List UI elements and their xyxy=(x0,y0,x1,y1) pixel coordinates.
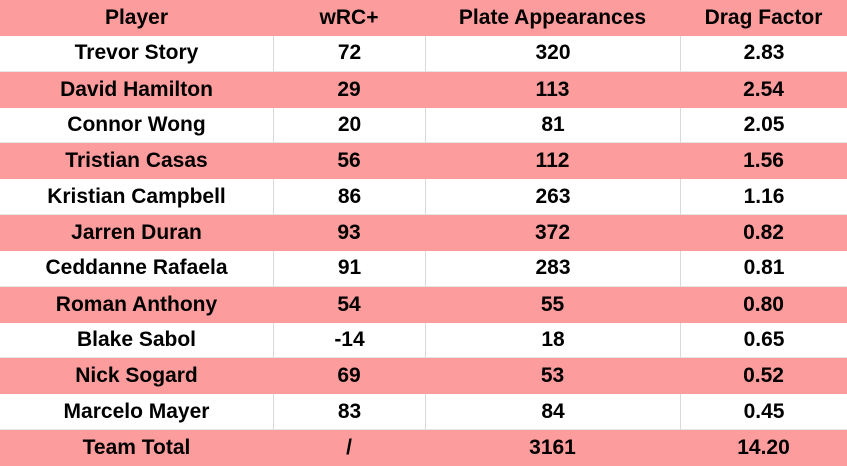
table-cell: 93 xyxy=(273,215,425,251)
table-cell: 320 xyxy=(425,35,680,72)
table-cell: 0.82 xyxy=(680,215,847,251)
header-cell: wRC+ xyxy=(273,0,425,36)
table-cell: Blake Sabol xyxy=(0,322,273,359)
table-cell: 0.80 xyxy=(680,286,847,323)
table-cell: 86 xyxy=(273,179,425,216)
table-cell: 0.65 xyxy=(680,322,847,359)
table-cell: 113 xyxy=(425,71,680,108)
table-cell: 1.56 xyxy=(680,143,847,180)
table-cell: 263 xyxy=(425,179,680,216)
header-cell: Plate Appearances xyxy=(425,0,680,36)
table-cell: Connor Wong xyxy=(0,107,273,144)
table-cell: 20 xyxy=(273,107,425,144)
table-cell: 14.20 xyxy=(680,430,847,466)
table-cell: 84 xyxy=(425,394,680,431)
table-cell: 1.16 xyxy=(680,179,847,216)
table-cell: 3161 xyxy=(425,430,680,466)
table-cell: 29 xyxy=(273,71,425,108)
table-cell: 69 xyxy=(273,358,425,395)
header-cell: Player xyxy=(0,0,273,36)
table-cell: 56 xyxy=(273,143,425,180)
table-cell: -14 xyxy=(273,322,425,359)
table-cell: 2.54 xyxy=(680,71,847,108)
table-cell: 2.05 xyxy=(680,107,847,144)
table-cell: David Hamilton xyxy=(0,71,273,108)
table-cell: Jarren Duran xyxy=(0,215,273,251)
table-cell: Ceddanne Rafaela xyxy=(0,250,273,287)
table-cell: 372 xyxy=(425,215,680,251)
table-cell: 112 xyxy=(425,143,680,180)
table-cell: 2.83 xyxy=(680,35,847,72)
table-cell: / xyxy=(273,430,425,466)
table-cell: Tristian Casas xyxy=(0,143,273,180)
table-cell: Team Total xyxy=(0,430,273,466)
table-cell: Nick Sogard xyxy=(0,358,273,395)
table-cell: 91 xyxy=(273,250,425,287)
table-cell: 18 xyxy=(425,322,680,359)
table-cell: 81 xyxy=(425,107,680,144)
table-cell: 0.45 xyxy=(680,394,847,431)
table-cell: 0.81 xyxy=(680,250,847,287)
table-cell: 72 xyxy=(273,35,425,72)
table-cell: Kristian Campbell xyxy=(0,179,273,216)
table-cell: 53 xyxy=(425,358,680,395)
header-cell: Drag Factor xyxy=(680,0,847,36)
table-cell: 55 xyxy=(425,286,680,323)
table-cell: Trevor Story xyxy=(0,35,273,72)
table-cell: Marcelo Mayer xyxy=(0,394,273,431)
table-cell: 83 xyxy=(273,394,425,431)
table-cell: 0.52 xyxy=(680,358,847,395)
table-cell: Roman Anthony xyxy=(0,286,273,323)
table-cell: 283 xyxy=(425,250,680,287)
table-cell: 54 xyxy=(273,286,425,323)
